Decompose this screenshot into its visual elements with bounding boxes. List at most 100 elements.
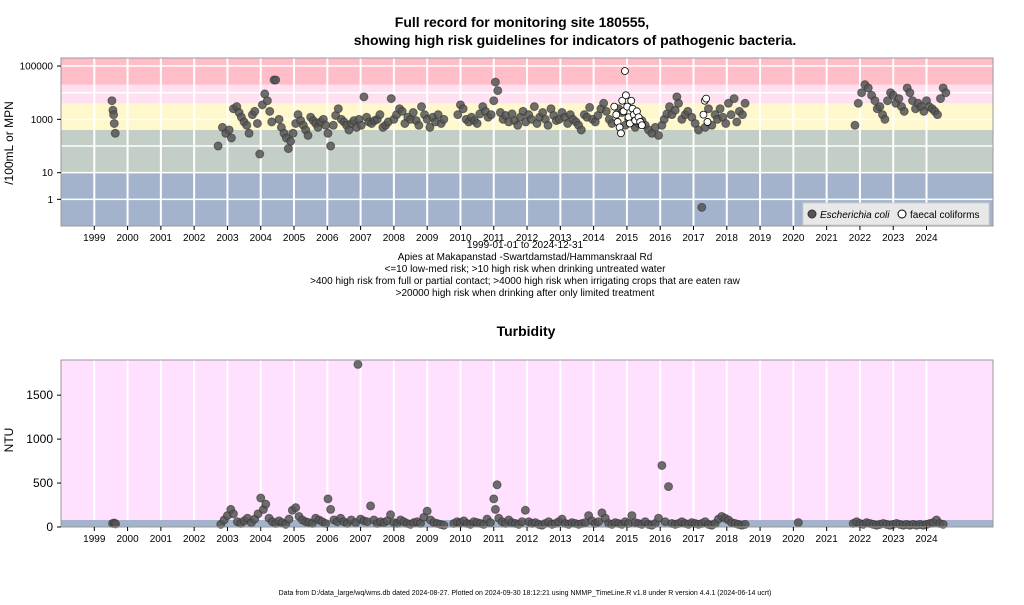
ecoli-point [375, 110, 385, 120]
x-tick-label: 2004 [250, 233, 273, 244]
ecoli-point [697, 202, 707, 212]
x-tick-label: 2018 [716, 534, 739, 545]
x-tick-label: 2021 [816, 233, 839, 244]
x-tick-label: 1999 [83, 534, 106, 545]
x-tick-label: 2001 [150, 233, 173, 244]
ecoli-point [932, 110, 942, 120]
ecoli-point [585, 102, 595, 112]
x-tick-label: 2015 [616, 233, 639, 244]
turbidity-point [422, 506, 432, 516]
ecoli-point [599, 98, 609, 108]
legend-marker-faecal [897, 209, 907, 219]
ecoli-point [905, 88, 915, 98]
turbidity-point [256, 493, 266, 503]
turbidity-point [793, 518, 803, 528]
ecoli-point [721, 118, 731, 128]
ecoli-point [703, 104, 713, 114]
turbidity-point [489, 494, 499, 504]
x-tick-label: 2000 [116, 534, 139, 545]
subtitle-date-range: 1999-01-01 to 2024-12-31 [467, 240, 584, 251]
x-tick-label: 2017 [682, 233, 705, 244]
turbidity-panel: 1999 2000 2001 2002 2003 2004 2005 2006 2007 2008… [2, 359, 994, 545]
ecoli-point [397, 106, 407, 116]
x-tick-label: 2016 [649, 534, 672, 545]
turbidity-point [657, 460, 667, 470]
ecoli-point [458, 104, 468, 114]
x-tick-label: 2015 [616, 534, 639, 545]
ecoli-point [226, 133, 236, 143]
faecal-coliform-point [621, 67, 629, 75]
legend-box [802, 202, 990, 226]
x-tick-label: 2002 [183, 233, 206, 244]
turbidity-point [439, 520, 449, 530]
faecal-coliform-point [637, 121, 646, 130]
subtitle-risk-1: <=10 low-med risk; >10 high risk when dr… [385, 264, 667, 275]
ecoli-point [853, 98, 863, 108]
x-tick-label: 2011 [483, 534, 505, 545]
x-tick-label: 2018 [716, 233, 739, 244]
ecoli-point [288, 128, 298, 138]
turbidity-point [740, 519, 750, 529]
ecoli-point [894, 94, 904, 104]
ecoli-point [726, 110, 736, 120]
ecoli-point [576, 125, 586, 135]
x-tick-label: 2012 [516, 233, 539, 244]
subtitle-site: Apies at Makapanstad -Swartdamstad/Hamma… [398, 252, 653, 263]
ecoli-point [267, 117, 277, 127]
y-tick-label: 500 [33, 476, 53, 490]
bacteria-y-ticks: 1 10 1000 100000 [20, 62, 61, 206]
turbidity-point [366, 501, 376, 511]
x-tick-label: 2000 [116, 233, 139, 244]
x-tick-label: 2007 [349, 534, 372, 545]
ecoli-point [453, 110, 463, 120]
x-tick-label: 2020 [782, 233, 805, 244]
ecoli-point [244, 128, 254, 138]
ecoli-point [425, 122, 435, 132]
turbidity-point [520, 505, 530, 515]
turbidity-point [386, 510, 396, 520]
turbidity-point [938, 519, 948, 529]
ecoli-point [255, 149, 265, 159]
ecoli-point [274, 114, 284, 124]
y-tick-label: 10 [42, 168, 54, 179]
faecal-coliform-point [612, 110, 621, 119]
x-tick-label: 2016 [649, 233, 672, 244]
turbidity-point [485, 518, 495, 528]
x-tick-label: 2013 [549, 534, 572, 545]
turbidity-point [261, 499, 271, 509]
y-tick-label: 1000 [31, 115, 54, 126]
x-tick-label: 2010 [449, 233, 472, 244]
turbidity-point [326, 504, 336, 514]
x-tick-label: 2003 [216, 534, 239, 545]
bacteria-panel: 1999 2000 2001 2002 2003 2004 2005 2006 2007 2008… [2, 57, 994, 244]
turbidity-point [323, 494, 333, 504]
faecal-coliform-point [622, 91, 630, 100]
y-tick-label: 0 [46, 520, 53, 534]
x-tick-label: 2010 [449, 534, 472, 545]
turbidity-point [111, 519, 121, 529]
turbidity-y-axis-label: NTU [2, 428, 16, 453]
ecoli-point [408, 108, 418, 118]
ecoli-point [107, 96, 117, 106]
x-tick-label: 2022 [849, 233, 872, 244]
ecoli-point [262, 96, 272, 106]
turbidity-point [284, 514, 294, 524]
ecoli-point [433, 110, 443, 120]
faecal-coliform-point [627, 96, 636, 105]
ecoli-point [359, 92, 369, 102]
ecoli-point [493, 86, 503, 96]
ecoli-point [417, 102, 427, 112]
turbidity-point [291, 503, 301, 513]
x-tick-label: 2024 [915, 534, 938, 545]
legend-label-faecal: faecal coliforms [910, 210, 979, 221]
x-tick-label: 1999 [83, 233, 106, 244]
turbidity-point [627, 511, 637, 521]
x-tick-label: 2004 [250, 534, 273, 545]
x-tick-label: 2021 [816, 534, 839, 545]
x-tick-label: 2002 [183, 534, 206, 545]
x-tick-label: 2019 [749, 233, 772, 244]
x-tick-label: 2005 [283, 534, 306, 545]
ecoli-point [333, 104, 343, 114]
ecoli-point [740, 98, 750, 108]
subtitle-block: 1999-01-01 to 2024-12-31 Apies at Makapa… [310, 240, 740, 299]
